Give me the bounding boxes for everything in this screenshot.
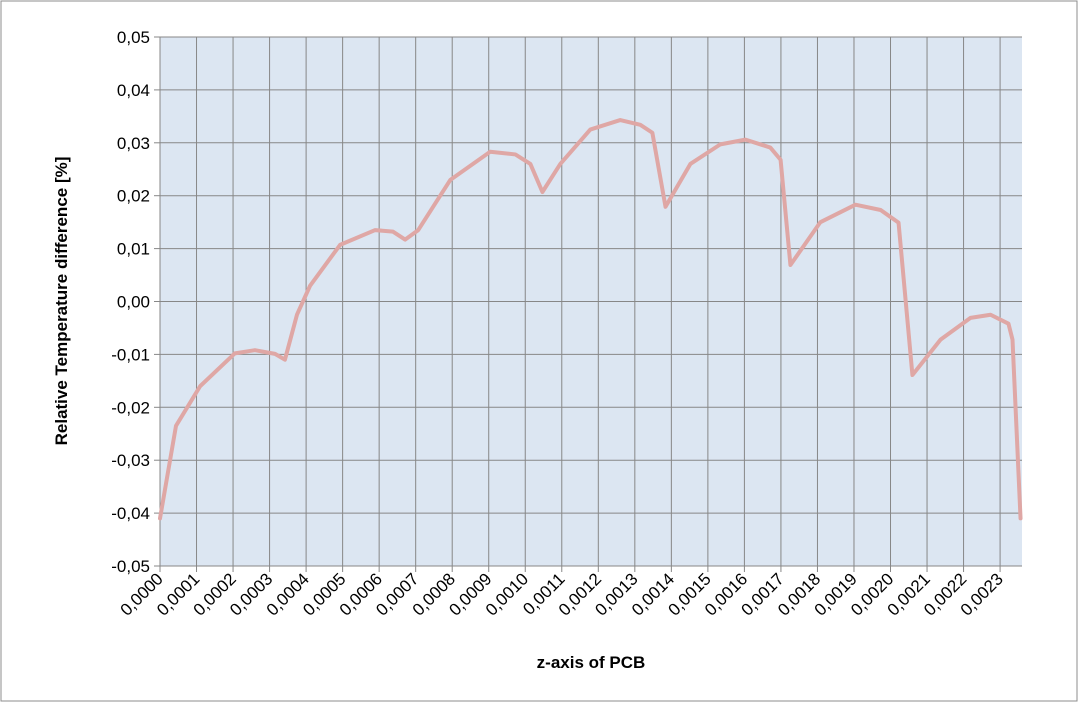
y-tick-label: 0,05 <box>117 28 150 47</box>
y-tick-label: 0,01 <box>117 240 150 259</box>
x-axis-title: z-axis of PCB <box>537 653 646 672</box>
y-tick-label: 0,02 <box>117 187 150 206</box>
data-line <box>158 118 1023 521</box>
y-tick-label: 0,03 <box>117 134 150 153</box>
y-axis-title: Relative Temperature difference [%] <box>52 157 71 446</box>
y-tick-label: -0,04 <box>111 504 150 523</box>
y-tick-label: -0,03 <box>111 451 150 470</box>
y-tick-label: 0,00 <box>117 293 150 312</box>
y-tick-label: -0,02 <box>111 398 150 417</box>
y-tick-label: -0,01 <box>111 345 150 364</box>
y-tick-label: -0,05 <box>111 557 150 576</box>
y-tick-label: 0,04 <box>117 81 150 100</box>
